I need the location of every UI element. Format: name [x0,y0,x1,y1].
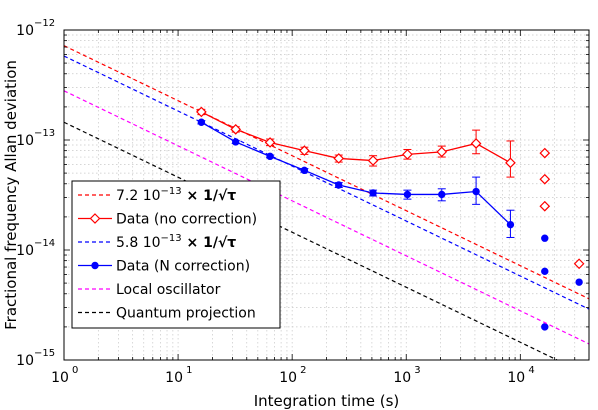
data-point [436,146,448,158]
legend-label: Quantum projection [116,306,256,322]
x-tick-label-exponent: 4 [528,365,534,376]
y-tick-label-exponent: −14 [34,238,55,249]
x-tick-label: 10 [51,370,69,386]
series-1 [196,106,585,270]
legend-label: 5.8 10−13 × 1/√τ [116,233,236,251]
x-tick-label: 10 [279,370,297,386]
data-point-extra [541,234,549,242]
data-point [333,153,345,164]
x-tick-label-exponent: 0 [72,365,78,376]
data-line [201,111,511,164]
data-point [266,152,274,161]
y-tick-label-exponent: −13 [34,128,55,139]
data-point [335,181,343,189]
y-tick-label: 10 [16,133,34,149]
fit-line [64,45,589,300]
y-tick-label-exponent: −15 [34,348,55,359]
series-0 [64,45,589,300]
data-point [438,190,446,199]
data-point [232,138,240,146]
axis-ticks [63,29,590,361]
x-tick-label: 10 [507,370,525,386]
data-line [201,121,511,226]
data-point-extra [539,173,551,185]
x-tick-label-exponent: 3 [414,365,420,376]
data-point [403,190,412,199]
y-axis-label: Fractional frequency Allan deviation [2,60,20,330]
legend-marker [89,213,101,224]
x-tick-label: 10 [165,370,183,386]
series-3 [197,118,583,331]
fit-line [64,55,589,310]
data-point-extra [539,147,551,159]
data-point-extra [541,323,549,331]
legend-label: Local oscillator [116,282,221,298]
series-4 [64,90,589,345]
data-point-extra [541,267,549,276]
legend-box [71,180,281,329]
legend-label: Data (N correction) [116,259,250,275]
legend-marker [91,261,99,270]
data-point-extra [575,278,583,286]
series-layer [64,45,589,360]
y-tick-label: 10 [16,23,34,39]
data-point [506,220,515,229]
data-point-extra [539,200,551,212]
y-tick-label: 10 [16,353,34,369]
data-point [196,106,207,118]
fit-line [64,90,589,345]
x-tick-label: 10 [393,370,411,386]
data-point [230,123,242,135]
legend: 7.2 10−13 × 1/√τ Data (no correction) 5.8 … [71,180,281,329]
data-point [300,166,309,175]
data-point [367,155,379,166]
x-axis-label: Integration time (s) [254,392,400,410]
series-5 [64,121,559,360]
data-point [472,187,480,196]
y-tick-label: 10 [16,243,34,259]
data-point-extra [573,258,585,270]
data-point [470,138,482,149]
legend-label: Data (no correction) [116,212,257,228]
x-tick-label-exponent: 2 [300,365,306,376]
y-tick-label-exponent: −12 [34,18,55,29]
legend-label: 7.2 10−13 × 1/√τ [116,186,236,204]
data-point [264,137,276,148]
fit-line [64,121,559,360]
data-point [369,189,377,197]
data-point [402,149,413,160]
x-tick-label-exponent: 1 [186,365,192,376]
data-point [197,118,206,126]
data-point [299,145,310,157]
data-point [505,157,516,169]
series-2 [64,55,589,310]
